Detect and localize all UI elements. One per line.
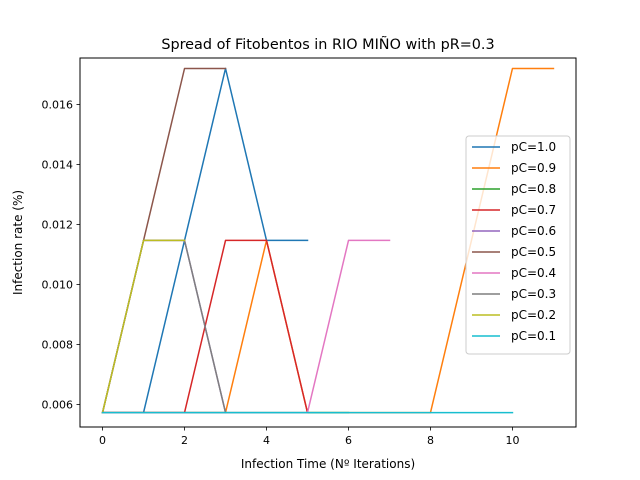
legend: pC=1.0 pC=0.9 pC=0.8 pC=0.7 pC=0.6 pC=0.5 pC=0… [465, 135, 571, 355]
legend-box [465, 135, 571, 355]
legend-label: pC=0.5 [511, 245, 556, 259]
y-axis: 0.006 0.008 0.010 0.012 0.014 0.016 [42, 99, 80, 412]
x-axis-label: Infection Time (Nº Iterations) [241, 457, 415, 471]
x-tick-label: 8 [427, 434, 434, 447]
series-line-8 [101, 239, 186, 414]
x-axis: 0 2 4 6 8 10 [99, 427, 519, 447]
legend-label: pC=0.9 [511, 161, 556, 175]
y-tick-label: 0.014 [42, 159, 74, 172]
legend-label: pC=0.3 [511, 287, 556, 301]
y-tick-label: 0.012 [42, 219, 74, 232]
legend-label: pC=1.0 [511, 140, 556, 154]
x-tick-label: 10 [505, 434, 519, 447]
legend-label: pC=0.4 [511, 266, 556, 280]
legend-label: pC=0.2 [511, 308, 556, 322]
y-tick-label: 0.016 [42, 99, 74, 112]
legend-label: pC=0.6 [511, 224, 556, 238]
x-tick-label: 4 [263, 434, 270, 447]
x-tick-label: 2 [181, 434, 188, 447]
x-tick-label: 6 [345, 434, 352, 447]
x-tick-label: 0 [99, 434, 106, 447]
chart-title: Spread of Fitobentos in RIO MIÑO with pR… [161, 36, 494, 53]
plot-lines [101, 67, 555, 414]
legend-label: pC=0.8 [511, 182, 556, 196]
y-tick-label: 0.006 [42, 399, 74, 412]
y-tick-label: 0.010 [42, 279, 74, 292]
y-tick-label: 0.008 [42, 339, 74, 352]
legend-label: pC=0.1 [511, 329, 556, 343]
legend-label: pC=0.7 [511, 203, 556, 217]
y-axis-label: Infection rate (%) [11, 190, 25, 295]
plot-frame [79, 57, 577, 428]
